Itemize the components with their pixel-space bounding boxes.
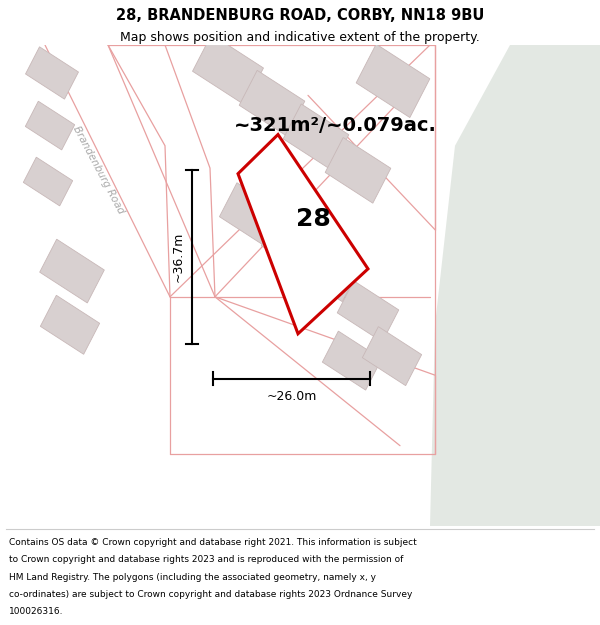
Polygon shape	[193, 34, 263, 105]
Text: co-ordinates) are subject to Crown copyright and database rights 2023 Ordnance S: co-ordinates) are subject to Crown copyr…	[9, 590, 412, 599]
Polygon shape	[337, 281, 399, 342]
Text: Brandenburg Road: Brandenburg Road	[71, 125, 125, 216]
Text: ~26.0m: ~26.0m	[266, 390, 317, 403]
Polygon shape	[283, 104, 349, 169]
Text: to Crown copyright and database rights 2023 and is reproduced with the permissio: to Crown copyright and database rights 2…	[9, 556, 403, 564]
Text: 28: 28	[296, 207, 331, 231]
Polygon shape	[239, 71, 305, 136]
Polygon shape	[220, 182, 284, 248]
Polygon shape	[356, 44, 430, 118]
Text: 100026316.: 100026316.	[9, 608, 64, 616]
Polygon shape	[261, 214, 323, 275]
Polygon shape	[297, 241, 359, 302]
Text: Contains OS data © Crown copyright and database right 2021. This information is : Contains OS data © Crown copyright and d…	[9, 538, 417, 547]
Polygon shape	[23, 158, 73, 206]
Polygon shape	[430, 45, 600, 526]
Text: HM Land Registry. The polygons (including the associated geometry, namely x, y: HM Land Registry. The polygons (includin…	[9, 572, 376, 582]
Text: ~36.7m: ~36.7m	[172, 232, 185, 282]
Polygon shape	[325, 138, 391, 203]
Polygon shape	[322, 331, 382, 390]
Polygon shape	[362, 327, 422, 386]
Text: 28, BRANDENBURG ROAD, CORBY, NN18 9BU: 28, BRANDENBURG ROAD, CORBY, NN18 9BU	[116, 8, 484, 23]
Text: Map shows position and indicative extent of the property.: Map shows position and indicative extent…	[120, 31, 480, 44]
Polygon shape	[25, 101, 74, 150]
Polygon shape	[40, 239, 104, 303]
Polygon shape	[238, 134, 368, 334]
Polygon shape	[26, 47, 79, 99]
Text: ~321m²/~0.079ac.: ~321m²/~0.079ac.	[233, 116, 436, 135]
Polygon shape	[40, 295, 100, 354]
